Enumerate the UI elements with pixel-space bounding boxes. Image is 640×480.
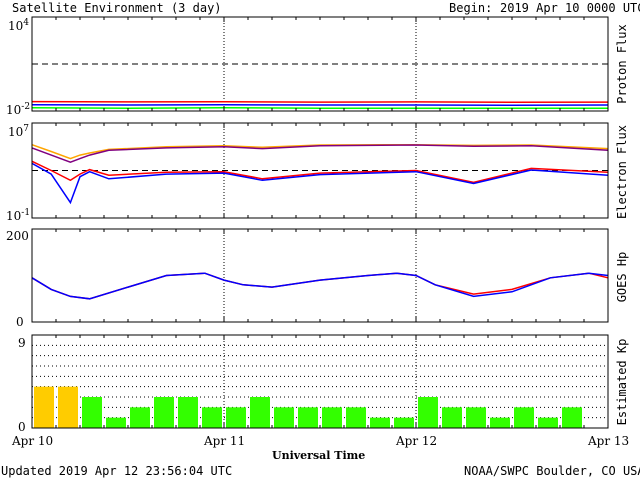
- kp-bar: [394, 417, 414, 428]
- kp-bar: [274, 407, 294, 428]
- kp-bar: [346, 407, 366, 428]
- kp-bar: [538, 417, 558, 428]
- electron-series-3-line: [31, 162, 609, 205]
- kp-bar: [202, 407, 222, 428]
- kp-ytick-bottom: 0: [18, 420, 26, 434]
- estimated-kp-ylabel: Estimated Kp: [615, 338, 629, 426]
- proton-series-1-line: [31, 104, 609, 107]
- kp-ytick-top: 9: [18, 336, 26, 350]
- goes_hp-series-0-line: [31, 272, 609, 300]
- kp-bar: [298, 407, 318, 428]
- xtick-apr-11: Apr 11: [204, 434, 246, 448]
- kp-bar: [58, 386, 78, 428]
- kp-bar: [490, 417, 510, 428]
- kp-bar: [250, 397, 270, 428]
- electron-series-1-line: [31, 144, 609, 164]
- kp-bar: [130, 407, 150, 428]
- electron-ytick-top: 107: [8, 124, 30, 139]
- proton-frame: [31, 16, 609, 112]
- kp-bar: [370, 417, 390, 428]
- goes_hp-series-1-line: [31, 272, 609, 300]
- kp-bar: [154, 397, 174, 428]
- kp-bar: [34, 386, 54, 428]
- kp-bar: [562, 407, 582, 428]
- goes-hp-ylabel: GOES Hp: [615, 251, 629, 303]
- kp-bar: [418, 397, 438, 428]
- xtick-apr-12: Apr 12: [396, 434, 438, 448]
- kp-bar: [82, 397, 102, 428]
- proton-ytick-bottom: 10-2: [6, 102, 31, 117]
- proton-ytick-top: 104: [8, 18, 30, 33]
- kp-bar: [466, 407, 486, 428]
- electron-series-2-line: [31, 160, 609, 184]
- credit: NOAA/SWPC Boulder, CO USA: [464, 464, 640, 478]
- x-axis-label: Universal Time: [272, 449, 366, 462]
- kp-bar: [322, 407, 342, 428]
- begin-value: 2019 Apr 10 0000 UTC: [500, 1, 640, 15]
- electron-ytick-bottom: 10-1: [6, 208, 31, 223]
- goes-ytick-top: 200: [6, 229, 29, 243]
- kp-bar: [106, 417, 126, 428]
- goes-ytick-bottom: 0: [16, 315, 24, 329]
- proton-flux-ylabel: Proton Flux: [615, 24, 629, 104]
- kp-bar: [442, 407, 462, 428]
- proton-series-0-line: [31, 100, 609, 104]
- begin-label: Begin:: [449, 1, 493, 15]
- electron-flux-ylabel: Electron Flux: [615, 125, 629, 219]
- updated-timestamp: Updated 2019 Apr 12 23:56:04 UTC: [1, 464, 233, 478]
- electron-series-0-line: [31, 143, 609, 160]
- kp-bar: [514, 407, 534, 428]
- kp-bar: [178, 397, 198, 428]
- goes_hp-frame: [31, 228, 609, 323]
- kp-bar: [226, 407, 246, 428]
- xtick-apr-10: Apr 10: [12, 434, 54, 448]
- xtick-apr-13: Apr 13: [588, 434, 630, 448]
- chart-title: Satellite Environment (3 day): [12, 1, 222, 15]
